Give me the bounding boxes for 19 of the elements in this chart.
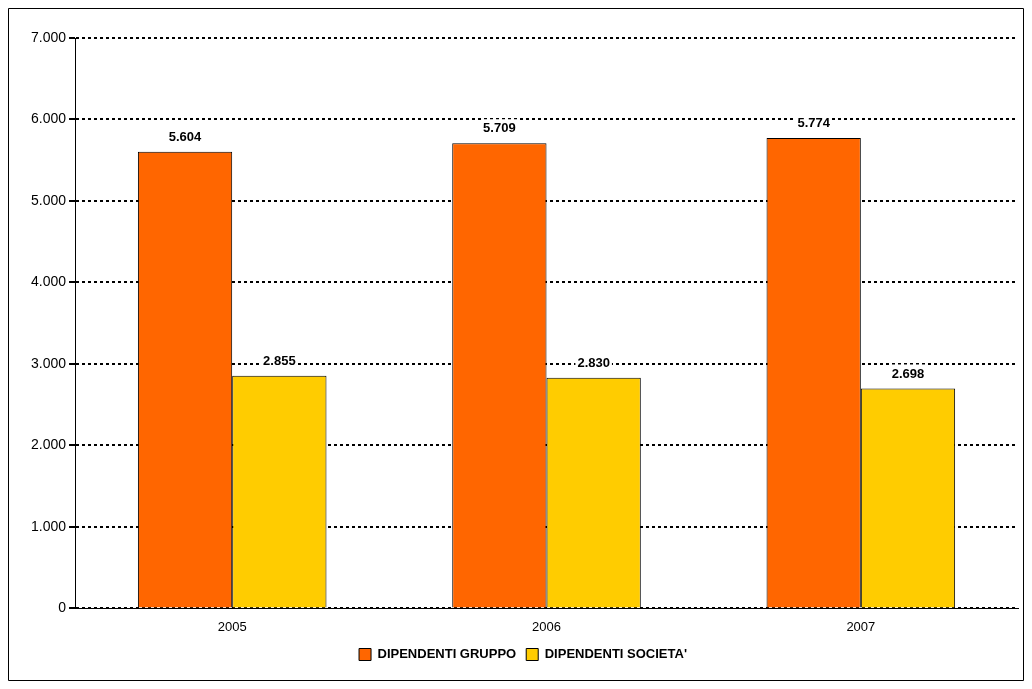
x-tick-label: 2005 [217,618,247,634]
y-tick-label: 6.000 [30,110,67,127]
legend-label: DIPENDENTI GRUPPO [377,646,517,662]
y-tick-label: 1.000 [30,517,67,534]
data-label: 5.709 [483,120,516,136]
y-tick-label: 5.000 [30,191,67,208]
y-tick-label: 4.000 [30,273,67,290]
y-tick-label: 2.000 [30,436,67,453]
data-label: 2.855 [263,352,296,368]
x-tick-label: 2006 [532,618,561,634]
y-tick-label: 7.000 [30,28,67,45]
data-label: 5.604 [168,128,203,144]
y-tick-label: 0 [58,599,67,616]
x-tick-label: 2007 [846,618,876,634]
legend-label: DIPENDENTI SOCIETA' [544,646,687,662]
y-tick-label: 3.000 [30,354,67,371]
data-label: 2.698 [891,365,925,381]
data-label: 2.830 [577,354,610,370]
data-label: 5.774 [797,114,831,130]
